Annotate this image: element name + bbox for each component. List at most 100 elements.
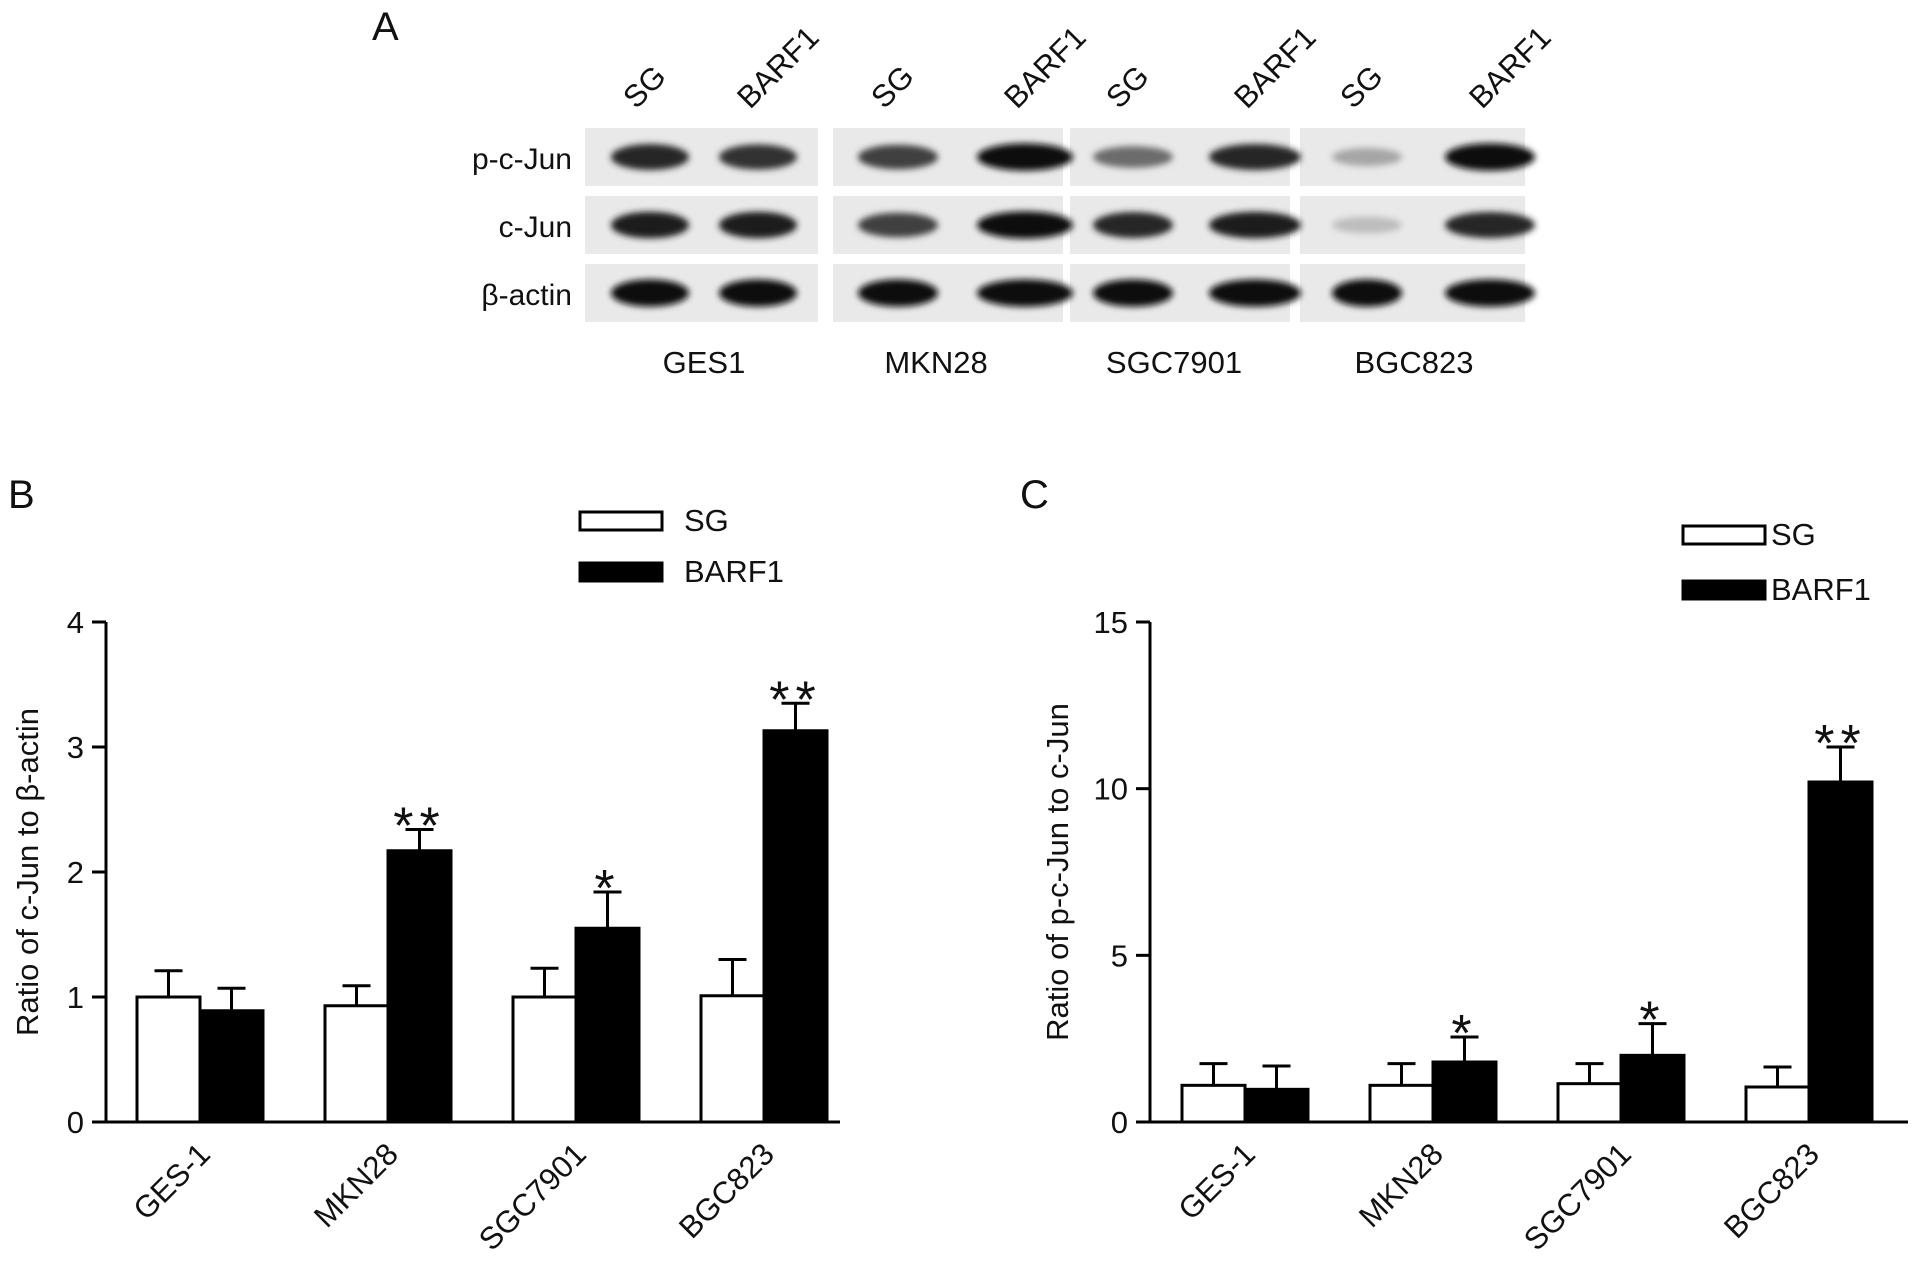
blot-band (1093, 146, 1173, 168)
bar-sg (1744, 1085, 1811, 1124)
blot-cell-line-label: SGC7901 (1106, 345, 1242, 380)
panel-a-western-blot: A SG BARF1 SG BARF1 SG BARF1 SG BARF1 p-c-Junc-… (372, 5, 1558, 380)
blot-band (858, 144, 938, 170)
blot-lane-label: SG (864, 59, 920, 115)
blot-lane-labels: SG BARF1 SG BARF1 SG BARF1 SG BARF1 (616, 20, 1557, 115)
significance-marker: * (1451, 1005, 1477, 1063)
blot-band (1445, 143, 1535, 171)
blot-band (719, 144, 797, 170)
y-tick-label: 2 (67, 855, 84, 890)
y-axis-label: Ratio of p-c-Jun to c-Jun (1040, 703, 1075, 1041)
panel-b-letter: B (8, 473, 35, 517)
bar-barf1 (386, 849, 453, 1124)
blot-lane-label: BARF1 (997, 20, 1092, 115)
legend-label: BARF1 (1771, 572, 1871, 607)
y-tick-label: 4 (67, 605, 84, 640)
blot-lane-label: SG (1333, 59, 1389, 115)
bar-sg (511, 995, 578, 1124)
blot-cell-line-labels: GES1 MKN28 SGC7901 BGC823 (663, 345, 1474, 380)
significance-marker: * (594, 860, 620, 918)
panel-c-letter: C (1020, 473, 1049, 517)
bar-sg (323, 1004, 390, 1124)
blot-lane-label: BARF1 (1462, 20, 1557, 115)
panel-c-chart: C 0 5 10 15 Ratio of p-c-Jun to c-Jun GES-1 * M… (1020, 473, 1908, 1257)
y-tick-label: 15 (1094, 605, 1128, 640)
y-tick-label: 10 (1094, 772, 1128, 807)
blot-lane-label: BARF1 (730, 20, 825, 115)
x-tick-label: BGC823 (672, 1136, 781, 1245)
bar-sg (699, 994, 766, 1124)
blot-row-label: p-c-Jun (472, 143, 572, 176)
blot-band (1332, 216, 1402, 234)
bar-sg (1180, 1083, 1247, 1124)
blot-band (977, 211, 1073, 239)
legend-swatch-sg (1681, 524, 1767, 546)
blot-band (1445, 212, 1535, 238)
blot-band (1093, 212, 1173, 238)
blot-band (1209, 144, 1301, 170)
y-tick-label: 5 (1111, 938, 1128, 973)
blot-band (1445, 279, 1535, 307)
blot-cell-line-label: GES1 (663, 345, 746, 380)
blot-band (611, 211, 689, 239)
blot-cell-line-label: BGC823 (1355, 345, 1474, 380)
blot-strips (585, 128, 1535, 322)
significance-marker: ** (1814, 715, 1866, 773)
bar-barf1 (1431, 1060, 1498, 1124)
blot-row-labels: p-c-Jun c-Jun β-actin (472, 143, 572, 312)
x-tick-label: GES-1 (1171, 1136, 1262, 1227)
x-tick-label: BGC823 (1717, 1136, 1826, 1245)
bar-barf1 (198, 1009, 265, 1124)
panel-b-chart: B 0 1 2 3 4 Ratio of c-Jun to β-actin GES-1 ** M… (8, 473, 840, 1257)
blot-band (858, 279, 938, 307)
bar-barf1 (762, 729, 829, 1124)
y-tick-label: 1 (67, 980, 84, 1015)
significance-marker: * (1639, 992, 1665, 1050)
y-tick-label: 0 (67, 1105, 84, 1140)
blot-cell-line-label: MKN28 (884, 345, 987, 380)
blot-row-label: β-actin (481, 279, 572, 312)
panel-a-letter: A (372, 5, 399, 49)
legend-swatch-sg (578, 510, 664, 532)
x-tick-label: GES-1 (126, 1136, 217, 1227)
bar-barf1 (1807, 780, 1874, 1124)
blot-band (1332, 279, 1402, 307)
blot-band (719, 279, 797, 307)
blot-lane-label: BARF1 (1227, 20, 1322, 115)
significance-marker: ** (393, 798, 445, 856)
blot-row-label: c-Jun (499, 211, 572, 244)
bar-sg (1368, 1083, 1435, 1124)
bar-barf1 (1243, 1087, 1310, 1124)
blot-band (719, 211, 797, 239)
bar-barf1 (574, 926, 641, 1124)
chart-b-plot: 0 1 2 3 4 Ratio of c-Jun to β-actin GES-1 ** MKN… (10, 503, 840, 1257)
legend-label: BARF1 (684, 554, 784, 589)
x-tick-label: SGC7901 (1517, 1136, 1638, 1257)
x-tick-label: MKN28 (307, 1136, 405, 1234)
x-tick-label: MKN28 (1352, 1136, 1450, 1234)
blot-lane-label: SG (616, 59, 672, 115)
legend-label: SG (684, 503, 729, 538)
y-tick-label: 0 (1111, 1105, 1128, 1140)
bar-sg (135, 995, 202, 1124)
blot-band (977, 143, 1073, 171)
x-tick-label: SGC7901 (472, 1136, 593, 1257)
bar-barf1 (1619, 1053, 1686, 1124)
blot-band (977, 279, 1073, 307)
blot-band (1332, 147, 1402, 167)
blot-band (1209, 211, 1301, 239)
legend-swatch-barf1 (578, 561, 664, 583)
chart-c-plot: 0 5 10 15 Ratio of p-c-Jun to c-Jun GES-1 * MKN… (1040, 517, 1908, 1257)
blot-band (1093, 279, 1173, 307)
blot-band (858, 212, 938, 238)
bar-sg (1556, 1082, 1623, 1124)
legend-label: SG (1771, 517, 1816, 552)
blot-band (1209, 279, 1301, 307)
blot-lane-label: SG (1099, 59, 1155, 115)
y-tick-label: 3 (67, 730, 84, 765)
blot-band (611, 279, 689, 307)
legend-swatch-barf1 (1681, 579, 1767, 601)
significance-marker: ** (769, 671, 821, 729)
blot-band (611, 144, 689, 170)
